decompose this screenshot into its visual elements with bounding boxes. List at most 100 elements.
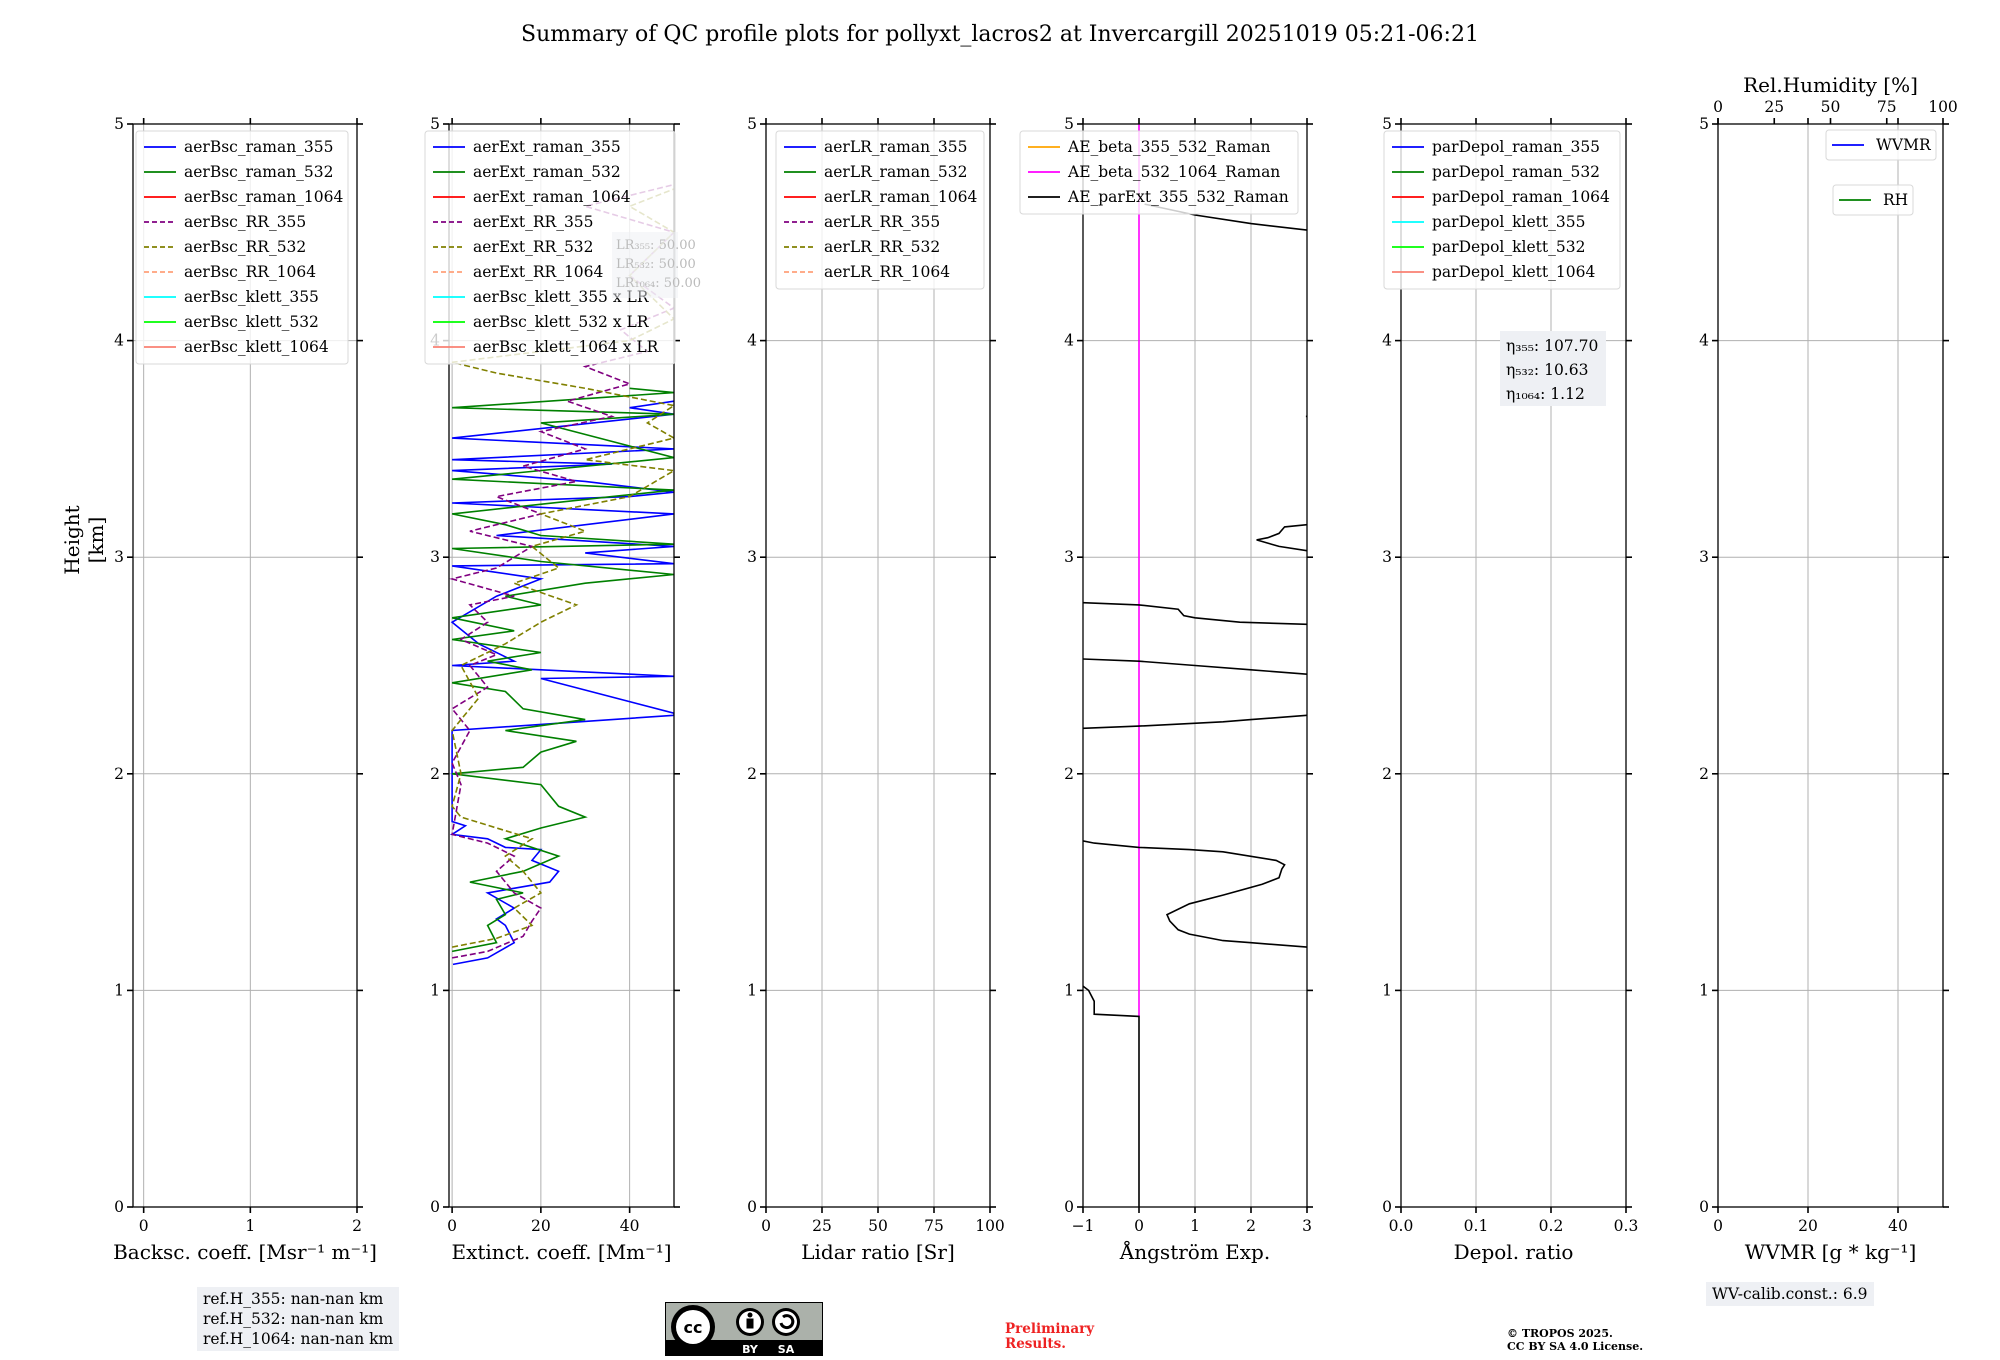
legend-box bbox=[1383, 130, 1621, 290]
legend-label: parDepol_klett_532 bbox=[1432, 238, 1585, 256]
series-line-AE_parExt_355_532_Raman bbox=[1083, 985, 1140, 1207]
y-tick-label: 5 bbox=[114, 115, 124, 133]
x-tick-label: 0 bbox=[447, 1217, 457, 1235]
x-tick-label: 50 bbox=[868, 1217, 888, 1235]
y-tick-label: 5 bbox=[1382, 115, 1392, 133]
y-tick-label: 1 bbox=[1064, 981, 1074, 999]
legend-label: aerBsc_klett_1064 bbox=[184, 338, 329, 356]
y-tick-label: 0 bbox=[1064, 1198, 1074, 1216]
legend-label: aerBsc_klett_355 x LR bbox=[473, 288, 650, 306]
x-tick-label: −1 bbox=[1072, 1217, 1095, 1235]
series-line-AE_parExt_355_532_Raman bbox=[1083, 658, 1307, 675]
y-tick-label: 4 bbox=[114, 332, 124, 350]
y-tick-label: 5 bbox=[1699, 115, 1709, 133]
y-tick-label: 2 bbox=[430, 765, 440, 783]
panel-wvmr: 0 20 40 0 25 50 75 100 Rel.Humidity [%] 0 1 2 3 4 5 WVM… bbox=[1699, 73, 1958, 1264]
legend-label: AE_beta_355_532_Raman bbox=[1067, 138, 1270, 156]
legend-label: AE_beta_532_1064_Raman bbox=[1067, 163, 1280, 181]
x-tick-label: 0 bbox=[761, 1217, 771, 1235]
lidar-ratio-annotation-box bbox=[612, 232, 678, 298]
legend-label: aerExt_raman_355 bbox=[473, 138, 621, 156]
legend-label: parDepol_raman_1064 bbox=[1432, 188, 1610, 206]
x-tick-label: 0.0 bbox=[1389, 1217, 1414, 1235]
top-x-tick-label: 75 bbox=[1877, 98, 1897, 116]
series-line-aerExt_raman_355 bbox=[449, 400, 674, 966]
legend-label: aerLR_raman_355 bbox=[824, 138, 967, 156]
top-x-tick-label: 0 bbox=[1713, 98, 1723, 116]
panel-lidar-ratio: 0 25 50 75 100 0 1 2 3 4 5 Lidar ratio [Sr] aerLR_ra… bbox=[747, 115, 1005, 1264]
legend-label: aerBsc_klett_1064 x LR bbox=[473, 338, 660, 356]
x-tick-label: 20 bbox=[531, 1217, 551, 1235]
wv-calibration-constant: WV-calib.const.: 6.9 bbox=[1712, 1285, 1868, 1303]
y-tick-label: 4 bbox=[1382, 332, 1392, 350]
y-tick-label: 1 bbox=[1699, 981, 1709, 999]
x-tick-label: 0.1 bbox=[1464, 1217, 1489, 1235]
legend-box-wvmr bbox=[1825, 129, 1937, 161]
figure-title: Summary of QC profile plots for pollyxt_… bbox=[521, 22, 1479, 47]
axes-frame bbox=[1400, 123, 1627, 1208]
x-tick-label: 0.2 bbox=[1539, 1217, 1564, 1235]
eta-calibration-box bbox=[1500, 331, 1606, 406]
y-tick-label: 1 bbox=[114, 981, 124, 999]
y-tick-label: 5 bbox=[747, 115, 757, 133]
legend-label: aerBsc_RR_532 bbox=[184, 238, 306, 256]
refheight-355: ref.H_355: nan-nan km bbox=[203, 1290, 384, 1308]
legend-label: aerExt_raman_1064 bbox=[473, 188, 631, 206]
legend-box bbox=[135, 130, 349, 365]
legend-label: aerBsc_RR_355 bbox=[184, 213, 306, 231]
y-axis-label: Height [km] bbox=[60, 505, 108, 575]
x-tick-label: 25 bbox=[812, 1217, 832, 1235]
axes-frame bbox=[132, 123, 358, 1208]
y-tick-label: 5 bbox=[1064, 115, 1074, 133]
y-tick-label: 1 bbox=[430, 981, 440, 999]
cc-by-sa-license-badge: cc BY SA bbox=[665, 1302, 823, 1356]
x-tick-label: 0 bbox=[1134, 1217, 1144, 1235]
legend-label: aerBsc_raman_532 bbox=[184, 163, 334, 181]
series-line-aerExt_RR_355 bbox=[449, 183, 674, 959]
eta-calibration-value: η₅₃₂: 10.63 bbox=[1506, 361, 1588, 379]
legend-label: RH bbox=[1883, 191, 1908, 209]
legend-box-rh bbox=[1832, 184, 1914, 216]
x-tick-label: 2 bbox=[1246, 1217, 1256, 1235]
x-tick-label: 75 bbox=[924, 1217, 944, 1235]
axes-frame bbox=[1717, 123, 1944, 1208]
legend-label: aerBsc_klett_355 bbox=[184, 288, 319, 306]
legend-label: aerLR_raman_532 bbox=[824, 163, 967, 181]
y-tick-label: 0 bbox=[114, 1198, 124, 1216]
by-body bbox=[746, 1318, 754, 1329]
by-head bbox=[747, 1312, 753, 1318]
series-line-AE_parExt_355_532_Raman bbox=[1083, 840, 1307, 948]
y-tick-label: 1 bbox=[747, 981, 757, 999]
y-tick-label: 4 bbox=[747, 332, 757, 350]
panel-extinction: 02040012345Extinct. coeff. [Mm⁻¹]aerExt_… bbox=[424, 115, 701, 1264]
x-tick-label: 20 bbox=[1798, 1217, 1818, 1235]
x-axis-label: Backsc. coeff. [Msr⁻¹ m⁻¹] bbox=[113, 1240, 377, 1264]
series-line-AE_parExt_355_532_Raman bbox=[1083, 601, 1307, 626]
panel-depol: 0.0 0.1 0.2 0.3 0 1 2 3 4 5 Depol. ratio parDepol_r… bbox=[1382, 115, 1638, 1264]
sa-arrow bbox=[779, 1314, 795, 1330]
badge-sa-label: SA bbox=[778, 1343, 795, 1356]
legend-label: parDepol_klett_1064 bbox=[1432, 263, 1595, 281]
cc-icon-text: cc bbox=[684, 1318, 703, 1337]
lidar-ratio-annotation: LR₅₃₂: 50.00 bbox=[616, 257, 696, 272]
x-axis-label: Extinct. coeff. [Mm⁻¹] bbox=[451, 1240, 671, 1264]
legend-label: AE_parExt_355_532_Raman bbox=[1067, 188, 1289, 206]
eta-calibration-value: η₁₀₆₄: 1.12 bbox=[1506, 385, 1585, 403]
top-x-tick-label: 25 bbox=[1764, 98, 1784, 116]
x-axis-label: Ångström Exp. bbox=[1119, 1239, 1270, 1264]
top-x-axis-label: Rel.Humidity [%] bbox=[1743, 73, 1918, 97]
lidar-ratio-annotation: LR₁₀₆₄: 50.00 bbox=[616, 276, 701, 291]
series-line-AE_parExt_355_532_Raman bbox=[1256, 523, 1307, 552]
legend-label: aerBsc_klett_532 x LR bbox=[473, 313, 650, 331]
y-tick-label: 0 bbox=[430, 1198, 440, 1216]
y-tick-label: 2 bbox=[114, 765, 124, 783]
preliminary-results-note: Preliminary Results. bbox=[1005, 1322, 1094, 1352]
x-tick-label: 2 bbox=[352, 1217, 362, 1235]
x-tick-label: 1 bbox=[245, 1217, 255, 1235]
legend-label: aerExt_RR_355 bbox=[473, 213, 594, 231]
y-tick-label: 2 bbox=[1699, 765, 1709, 783]
y-tick-label: 0 bbox=[1699, 1198, 1709, 1216]
eta-calibration-value: η₃₅₅: 107.70 bbox=[1506, 337, 1598, 355]
